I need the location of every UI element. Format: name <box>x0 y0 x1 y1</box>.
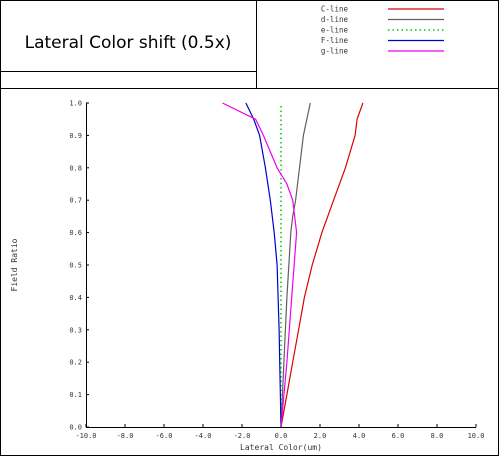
x-tick-label: 0.0 <box>275 432 288 440</box>
legend-label: F-line <box>321 36 349 45</box>
y-tick-label: 1.0 <box>69 100 82 108</box>
series-line-c-line <box>280 102 364 428</box>
x-tick-label: -4.0 <box>195 432 212 440</box>
legend-label: d-line <box>321 15 349 24</box>
x-tick-label: 6.0 <box>392 432 405 440</box>
y-tick-label: 0.2 <box>69 359 82 367</box>
y-tick-label: 0.5 <box>69 262 82 270</box>
series-line-g-line <box>222 102 298 428</box>
y-tick-label: 0.1 <box>69 391 82 399</box>
x-tick-label: 2.0 <box>314 432 327 440</box>
y-tick-label: 0.9 <box>69 132 82 140</box>
x-tick-label: -10.0 <box>75 432 96 440</box>
series-group <box>222 102 364 428</box>
y-tick-label: 0.8 <box>69 164 82 172</box>
legend-label: g-line <box>321 47 349 56</box>
x-tick-label: 4.0 <box>353 432 366 440</box>
y-axis-label: Field Ratio <box>10 238 19 291</box>
x-axis-label: Lateral Color(um) <box>240 443 322 452</box>
y-tick-label: 0.3 <box>69 326 82 334</box>
x-tick-label: -6.0 <box>156 432 173 440</box>
y-tick-label: 0.6 <box>69 229 82 237</box>
series-line-d-line <box>280 102 311 428</box>
x-tick-label: 10.0 <box>468 432 485 440</box>
legend-label: C-line <box>321 5 349 14</box>
chart-title: Lateral Color shift (0.5x) <box>25 33 232 53</box>
x-tick-label: -2.0 <box>234 432 251 440</box>
y-tick-label: 0.4 <box>69 294 82 302</box>
y-tick-label: 0.7 <box>69 197 82 205</box>
x-tick-label: -8.0 <box>117 432 134 440</box>
axis-ticks: -10.0 -8.0 -6.0 -4.0 -2.0 0.0 2.0 4.0 6.0 8.0 10.0… <box>69 100 484 441</box>
legend-label: e-line <box>321 26 349 35</box>
y-tick-label: 0.0 <box>69 424 82 432</box>
series-line-f-line <box>245 102 282 428</box>
x-tick-label: 8.0 <box>431 432 444 440</box>
